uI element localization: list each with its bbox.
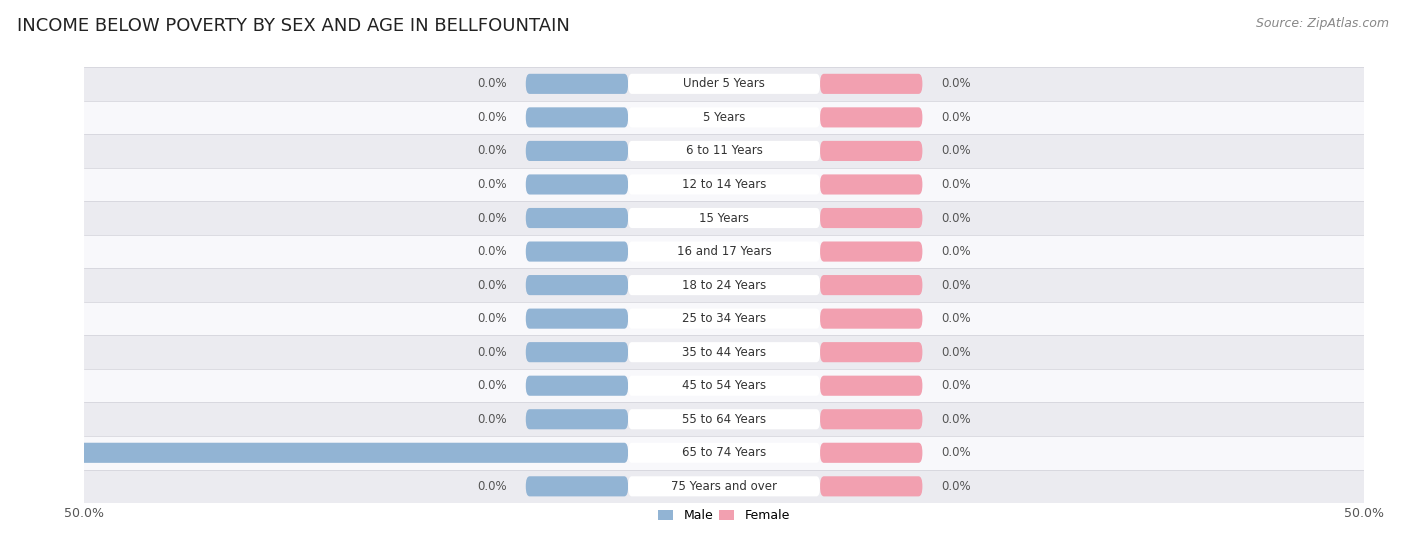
Text: 15 Years: 15 Years bbox=[699, 211, 749, 225]
Text: 0.0%: 0.0% bbox=[477, 278, 506, 292]
FancyBboxPatch shape bbox=[820, 342, 922, 362]
Text: 12 to 14 Years: 12 to 14 Years bbox=[682, 178, 766, 191]
FancyBboxPatch shape bbox=[820, 141, 922, 161]
FancyBboxPatch shape bbox=[526, 107, 628, 127]
Legend: Male, Female: Male, Female bbox=[654, 504, 794, 527]
FancyBboxPatch shape bbox=[0, 443, 628, 463]
Text: 0.0%: 0.0% bbox=[942, 144, 972, 158]
FancyBboxPatch shape bbox=[526, 208, 628, 228]
FancyBboxPatch shape bbox=[526, 174, 628, 195]
Text: 0.0%: 0.0% bbox=[942, 312, 972, 325]
Text: 6 to 11 Years: 6 to 11 Years bbox=[686, 144, 762, 158]
FancyBboxPatch shape bbox=[526, 309, 628, 329]
Text: 16 and 17 Years: 16 and 17 Years bbox=[676, 245, 772, 258]
Text: 0.0%: 0.0% bbox=[942, 413, 972, 426]
FancyBboxPatch shape bbox=[628, 141, 820, 161]
FancyBboxPatch shape bbox=[820, 409, 922, 429]
Bar bbox=[84, 168, 1364, 201]
FancyBboxPatch shape bbox=[628, 342, 820, 362]
FancyBboxPatch shape bbox=[526, 275, 628, 295]
Bar bbox=[84, 201, 1364, 235]
Text: 0.0%: 0.0% bbox=[477, 111, 506, 124]
Bar bbox=[84, 268, 1364, 302]
FancyBboxPatch shape bbox=[526, 476, 628, 496]
FancyBboxPatch shape bbox=[628, 376, 820, 396]
Text: 0.0%: 0.0% bbox=[477, 312, 506, 325]
Text: Under 5 Years: Under 5 Years bbox=[683, 77, 765, 91]
FancyBboxPatch shape bbox=[526, 342, 628, 362]
FancyBboxPatch shape bbox=[628, 107, 820, 127]
Text: 0.0%: 0.0% bbox=[942, 245, 972, 258]
FancyBboxPatch shape bbox=[628, 409, 820, 429]
FancyBboxPatch shape bbox=[820, 309, 922, 329]
FancyBboxPatch shape bbox=[526, 409, 628, 429]
Text: 45 to 54 Years: 45 to 54 Years bbox=[682, 379, 766, 392]
FancyBboxPatch shape bbox=[820, 476, 922, 496]
Text: 25 to 34 Years: 25 to 34 Years bbox=[682, 312, 766, 325]
Text: 5 Years: 5 Years bbox=[703, 111, 745, 124]
FancyBboxPatch shape bbox=[820, 376, 922, 396]
Text: 0.0%: 0.0% bbox=[477, 77, 506, 91]
Text: 0.0%: 0.0% bbox=[942, 278, 972, 292]
Bar bbox=[84, 470, 1364, 503]
Text: 18 to 24 Years: 18 to 24 Years bbox=[682, 278, 766, 292]
Bar bbox=[84, 369, 1364, 402]
FancyBboxPatch shape bbox=[820, 275, 922, 295]
Text: INCOME BELOW POVERTY BY SEX AND AGE IN BELLFOUNTAIN: INCOME BELOW POVERTY BY SEX AND AGE IN B… bbox=[17, 17, 569, 35]
FancyBboxPatch shape bbox=[628, 174, 820, 195]
FancyBboxPatch shape bbox=[628, 241, 820, 262]
Text: 0.0%: 0.0% bbox=[942, 480, 972, 493]
FancyBboxPatch shape bbox=[526, 376, 628, 396]
Text: 0.0%: 0.0% bbox=[942, 446, 972, 459]
Bar bbox=[84, 335, 1364, 369]
Text: 0.0%: 0.0% bbox=[477, 413, 506, 426]
Text: 0.0%: 0.0% bbox=[477, 379, 506, 392]
Bar bbox=[84, 134, 1364, 168]
Bar bbox=[84, 67, 1364, 101]
Text: 35 to 44 Years: 35 to 44 Years bbox=[682, 345, 766, 359]
Text: 50.0%: 50.0% bbox=[0, 446, 39, 459]
Bar bbox=[84, 235, 1364, 268]
Text: 0.0%: 0.0% bbox=[477, 480, 506, 493]
Text: 0.0%: 0.0% bbox=[942, 77, 972, 91]
Text: 0.0%: 0.0% bbox=[477, 144, 506, 158]
Text: 0.0%: 0.0% bbox=[942, 211, 972, 225]
Text: 0.0%: 0.0% bbox=[477, 178, 506, 191]
Bar bbox=[84, 302, 1364, 335]
Text: 75 Years and over: 75 Years and over bbox=[671, 480, 778, 493]
FancyBboxPatch shape bbox=[820, 241, 922, 262]
FancyBboxPatch shape bbox=[628, 74, 820, 94]
Text: 0.0%: 0.0% bbox=[477, 211, 506, 225]
Text: 0.0%: 0.0% bbox=[942, 111, 972, 124]
FancyBboxPatch shape bbox=[526, 141, 628, 161]
FancyBboxPatch shape bbox=[820, 74, 922, 94]
Bar bbox=[84, 402, 1364, 436]
FancyBboxPatch shape bbox=[820, 174, 922, 195]
Text: Source: ZipAtlas.com: Source: ZipAtlas.com bbox=[1256, 17, 1389, 30]
Text: 0.0%: 0.0% bbox=[942, 379, 972, 392]
Text: 0.0%: 0.0% bbox=[942, 178, 972, 191]
FancyBboxPatch shape bbox=[526, 74, 628, 94]
FancyBboxPatch shape bbox=[628, 443, 820, 463]
Bar bbox=[84, 101, 1364, 134]
Bar bbox=[84, 436, 1364, 470]
Text: 0.0%: 0.0% bbox=[942, 345, 972, 359]
Text: 55 to 64 Years: 55 to 64 Years bbox=[682, 413, 766, 426]
FancyBboxPatch shape bbox=[526, 241, 628, 262]
Text: 65 to 74 Years: 65 to 74 Years bbox=[682, 446, 766, 459]
Text: 0.0%: 0.0% bbox=[477, 345, 506, 359]
FancyBboxPatch shape bbox=[628, 476, 820, 496]
FancyBboxPatch shape bbox=[628, 309, 820, 329]
FancyBboxPatch shape bbox=[820, 443, 922, 463]
Text: 0.0%: 0.0% bbox=[477, 245, 506, 258]
FancyBboxPatch shape bbox=[628, 208, 820, 228]
FancyBboxPatch shape bbox=[820, 107, 922, 127]
FancyBboxPatch shape bbox=[820, 208, 922, 228]
FancyBboxPatch shape bbox=[628, 275, 820, 295]
